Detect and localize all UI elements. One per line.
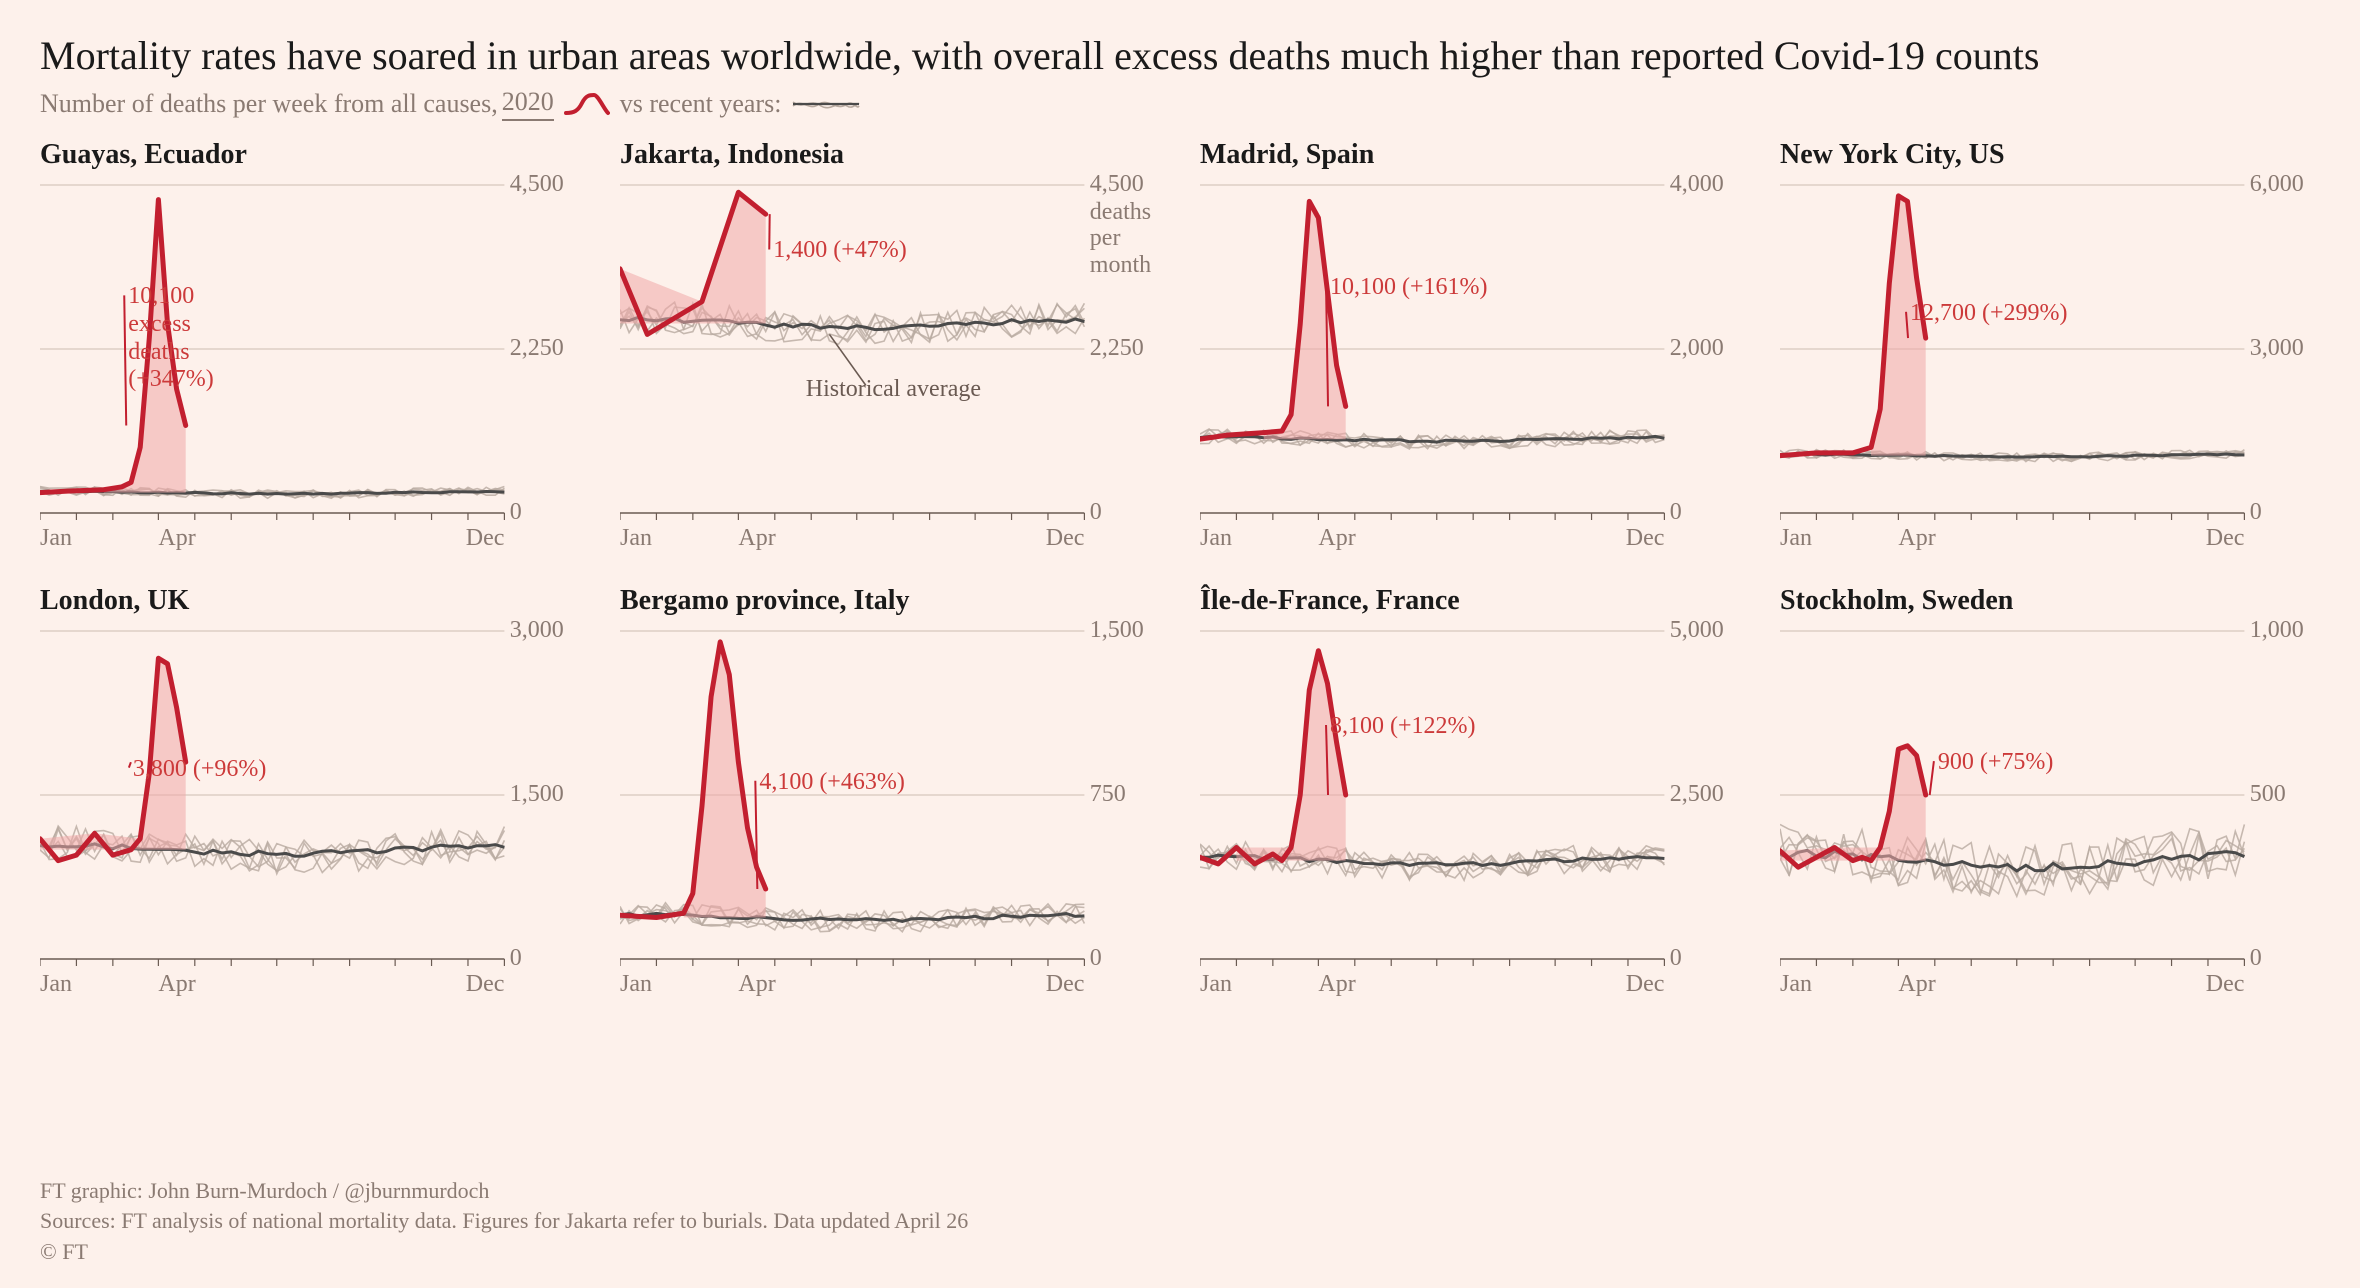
excess-annotation: 900 (+75%) (1938, 749, 2054, 777)
panel-chart: 4,5002,2500JanAprDec10,100 excess deaths… (40, 177, 580, 557)
x-tick-label: Apr (158, 971, 195, 998)
chart-panel: Stockholm, Sweden1,000 500 0 Jan Apr Dec 900 (… (1780, 585, 2320, 1003)
excess-annotation: 1,400 (+47%) (773, 237, 907, 265)
y-tick-label: 0 (510, 499, 522, 526)
chart-panel: Bergamo province, Italy1,500 750 0 Jan Apr De… (620, 585, 1160, 1003)
figure-title: Mortality rates have soared in urban are… (40, 32, 2320, 79)
y-tick-label: 0 (2250, 945, 2262, 972)
y-tick-label: 2,250 (510, 335, 564, 362)
panel-title: Madrid, Spain (1200, 139, 1740, 171)
figure-subtitle: Number of deaths per week from all cause… (40, 87, 2320, 121)
excess-annotation: 8,100 (+122%) (1330, 713, 1476, 741)
panel-chart: 1,0005000JanAprDec900 (+75%) (1780, 623, 2320, 1003)
excess-annotation: 4,100 (+463%) (759, 769, 905, 797)
panel-title: New York City, US (1780, 139, 2320, 171)
y-tick-label: 1,000 (2250, 617, 2304, 644)
excess-annotation: 3,800 (+96%) (133, 756, 267, 784)
x-tick-label: Dec (1046, 525, 1085, 552)
x-tick-label: Apr (738, 971, 775, 998)
panel-chart: 4,0002,0000JanAprDec10,100 (+161%) (1200, 177, 1740, 557)
small-multiples-grid: Guayas, Ecuador4,5002,2500JanAprDec10,10… (40, 139, 2320, 1003)
chart-figure: Mortality rates have soared in urban are… (0, 0, 2360, 1288)
panel-chart: 4,5002,2500deaths per monthJanAprDec1,40… (620, 177, 1160, 557)
y-tick-label: 2,250 (1090, 335, 1144, 362)
excess-annotation: 12,700 (+299%) (1910, 300, 2068, 328)
swatch-historical-icon (791, 92, 861, 116)
x-tick-label: Apr (738, 525, 775, 552)
x-tick-label: Apr (1898, 525, 1935, 552)
panel-chart: 3,0001,5000JanAprDec3,800 (+96%) (40, 623, 580, 1003)
panel-title: Île-de-France, France (1200, 585, 1740, 617)
y-tick-label: 3,000 (510, 617, 564, 644)
x-tick-label: Jan (620, 971, 652, 998)
y-tick-label: 2,500 (1670, 781, 1724, 808)
y-tick-label: 1,500 (510, 781, 564, 808)
chart-panel: Jakarta, Indonesia4,500 2,250 0 deaths per … (620, 139, 1160, 557)
y-tick-label: 0 (1090, 945, 1102, 972)
x-tick-label: Jan (620, 525, 652, 552)
y-tick-label: 6,000 (2250, 171, 2304, 198)
x-tick-label: Apr (1898, 971, 1935, 998)
y-tick-label: 4,500 (1090, 171, 1144, 198)
y-tick-label: 750 (1090, 781, 1126, 808)
panel-chart: 6,0003,0000JanAprDec12,700 (+299%) (1780, 177, 2320, 557)
chart-panel: Guayas, Ecuador4,500 2,250 0 Jan Apr Dec 10,10… (40, 139, 580, 557)
x-tick-label: Jan (1200, 525, 1232, 552)
subtitle-vs: vs recent years: (620, 89, 782, 119)
y-tick-label: 0 (1670, 945, 1682, 972)
figure-footer: FT graphic: John Burn-Murdoch / @jburnmu… (40, 1176, 968, 1268)
x-tick-label: Jan (1780, 525, 1812, 552)
panel-title: London, UK (40, 585, 580, 617)
panel-chart: 1,5007500JanAprDec4,100 (+463%) (620, 623, 1160, 1003)
x-tick-label: Dec (466, 525, 505, 552)
x-tick-label: Dec (466, 971, 505, 998)
x-tick-label: Apr (1318, 525, 1355, 552)
chart-panel: Madrid, Spain4,000 2,000 0 Jan Apr Dec 10,100 … (1200, 139, 1740, 557)
y-tick-label: 4,500 (510, 171, 564, 198)
y-tick-label: 2,000 (1670, 335, 1724, 362)
x-tick-label: Dec (1626, 971, 1665, 998)
panel-title: Bergamo province, Italy (620, 585, 1160, 617)
y-tick-label: 500 (2250, 781, 2286, 808)
footer-source: Sources: FT analysis of national mortali… (40, 1206, 968, 1237)
excess-annotation: 10,100 excess deaths (+347%) (128, 283, 214, 393)
chart-panel: Île-de-France, France5,000 2,500 0 Jan Apr De… (1200, 585, 1740, 1003)
panel-title: Guayas, Ecuador (40, 139, 580, 171)
chart-panel: London, UK3,000 1,500 0 Jan Apr Dec 3,800 (+96… (40, 585, 580, 1003)
y-tick-label: 0 (510, 945, 522, 972)
x-tick-label: Dec (1626, 525, 1665, 552)
x-tick-label: Jan (1780, 971, 1812, 998)
x-tick-label: Apr (1318, 971, 1355, 998)
panel-title: Stockholm, Sweden (1780, 585, 2320, 617)
y-axis-suffix: deaths per month (1090, 199, 1160, 278)
subtitle-prefix: Number of deaths per week from all cause… (40, 89, 498, 119)
panel-title: Jakarta, Indonesia (620, 139, 1160, 171)
y-tick-label: 3,000 (2250, 335, 2304, 362)
y-tick-label: 0 (1090, 499, 1102, 526)
y-tick-label: 5,000 (1670, 617, 1724, 644)
x-tick-label: Dec (1046, 971, 1085, 998)
y-tick-label: 0 (1670, 499, 1682, 526)
y-tick-label: 0 (2250, 499, 2262, 526)
x-tick-label: Apr (158, 525, 195, 552)
chart-panel: New York City, US6,000 3,000 0 Jan Apr Dec 12,… (1780, 139, 2320, 557)
y-tick-label: 4,000 (1670, 171, 1724, 198)
footer-copyright: © FT (40, 1237, 968, 1268)
excess-annotation: 10,100 (+161%) (1330, 274, 1488, 302)
historical-note: Historical average (806, 375, 981, 404)
swatch-2020-icon (564, 91, 610, 117)
x-tick-label: Jan (1200, 971, 1232, 998)
x-tick-label: Dec (2206, 971, 2245, 998)
x-tick-label: Jan (40, 525, 72, 552)
panel-chart: 5,0002,5000JanAprDec8,100 (+122%) (1200, 623, 1740, 1003)
x-tick-label: Jan (40, 971, 72, 998)
footer-credit: FT graphic: John Burn-Murdoch / @jburnmu… (40, 1176, 968, 1207)
subtitle-year: 2020 (502, 87, 554, 121)
y-tick-label: 1,500 (1090, 617, 1144, 644)
x-tick-label: Dec (2206, 525, 2245, 552)
